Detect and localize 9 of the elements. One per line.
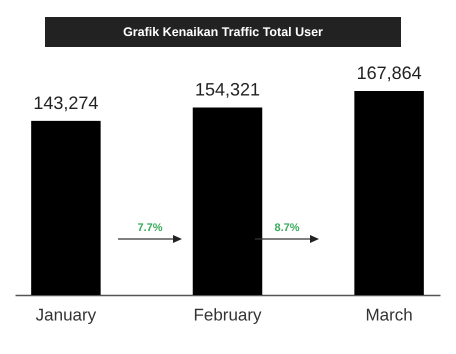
annotation: 7.7% bbox=[136, 222, 164, 234]
x-tick-label: March bbox=[365, 306, 413, 324]
x-tick-label: February bbox=[193, 306, 262, 324]
data-label: 167,864 bbox=[356, 63, 422, 83]
annotation: 8.7% bbox=[273, 222, 301, 234]
x-tick-label: January bbox=[36, 306, 97, 324]
chart-title: Grafik Kenaikan Traffic Total User bbox=[45, 17, 401, 47]
data-label: 154,321 bbox=[194, 79, 260, 100]
data-label: 143,274 bbox=[33, 92, 98, 113]
